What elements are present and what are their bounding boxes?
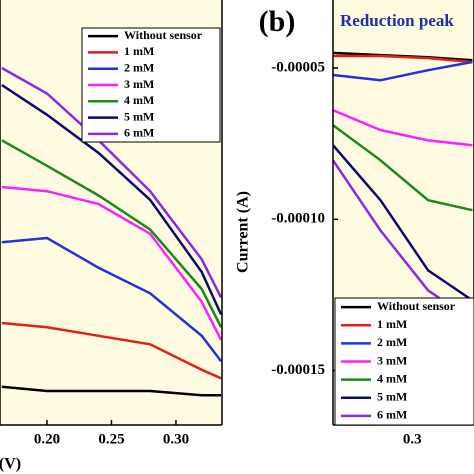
legend-label: Without sensor (124, 28, 203, 42)
legend-label: 6 mM (377, 408, 407, 422)
legend-label: 3 mM (124, 77, 154, 91)
line (1, 385, 222, 397)
legend-label: 1 mM (124, 44, 154, 58)
line (1, 139, 222, 328)
line (1, 236, 222, 363)
line (333, 60, 473, 82)
x-tick-label: 0.30 (163, 431, 189, 447)
legend-label: 5 mM (124, 109, 154, 123)
legend-label: Without sensor (377, 299, 456, 313)
x-tick-label: 0.20 (34, 431, 60, 447)
y-axis-label: Current (A) (235, 191, 252, 273)
legend-box (81, 27, 221, 143)
legend-label: 4 mM (377, 371, 407, 385)
legend-label: 3 mM (377, 353, 407, 367)
x-tick-label: 0.25 (98, 431, 124, 447)
legend-label: 5 mM (377, 390, 407, 404)
plot (333, 51, 474, 322)
plot (1, 66, 222, 397)
line (1, 185, 222, 341)
line (333, 144, 474, 302)
y-tick-label: -0.00005 (271, 59, 325, 75)
chart-title: Reduction peak (340, 11, 454, 30)
y-tick-label: -0.00015 (271, 362, 325, 378)
line (1, 321, 222, 380)
line (1, 66, 222, 299)
y-tick-label: -0.00010 (271, 211, 325, 227)
x-axis-label: (V) (0, 456, 21, 473)
line (333, 54, 473, 64)
legend-label: 4 mM (124, 93, 154, 107)
legend-label: 2 mM (124, 60, 154, 74)
line (1, 83, 222, 316)
x-tick-label: 0.3 (403, 431, 422, 447)
panel-label: (b) (259, 5, 296, 38)
line (333, 124, 473, 212)
legend-label: 2 mM (377, 335, 407, 349)
legend-label: 1 mM (377, 317, 407, 331)
line (333, 108, 473, 147)
legend-label: 6 mM (124, 126, 154, 140)
